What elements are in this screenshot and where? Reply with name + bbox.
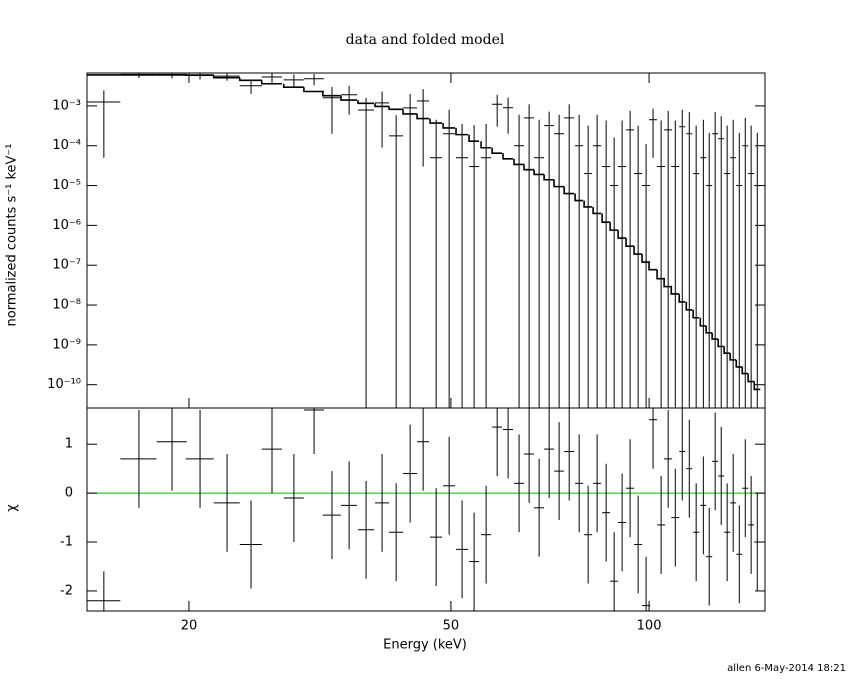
- y-tick-label: 10⁻³: [52, 98, 81, 113]
- model-step: [303, 87, 324, 93]
- model-step: [625, 238, 635, 248]
- top-frame: [86, 72, 766, 409]
- y2-tick-label: 1: [65, 437, 73, 452]
- y2-tick-label: 0: [65, 486, 73, 501]
- model-step: [416, 113, 430, 120]
- model-step: [747, 373, 755, 383]
- model-step: [480, 141, 492, 149]
- model-step: [648, 262, 658, 271]
- y-tick-label: 10⁻⁹: [52, 337, 81, 352]
- model-step: [563, 186, 575, 195]
- y-tick-label: 10⁻⁷: [52, 258, 81, 273]
- y-tick-label: 10⁻⁸: [52, 298, 81, 313]
- model-step: [641, 254, 651, 263]
- model-step: [609, 222, 619, 231]
- model-step: [711, 332, 719, 340]
- model-step: [491, 147, 503, 154]
- x-axis-label: Energy (keV): [383, 638, 467, 653]
- model-step: [442, 123, 456, 129]
- model-step: [502, 153, 514, 160]
- model-step: [282, 83, 304, 88]
- x-tick-label: 100: [637, 619, 662, 634]
- y2-tick-label: -2: [60, 583, 73, 598]
- model-step: [468, 134, 480, 142]
- y-tick-label: 10⁻⁵: [52, 178, 81, 193]
- model-step: [592, 206, 602, 215]
- model-step: [402, 109, 418, 115]
- model-step: [212, 75, 240, 79]
- model-step: [601, 213, 611, 224]
- bottom-plot: [87, 408, 765, 611]
- y-axis-label: normalized counts s⁻¹ keV⁻¹: [5, 144, 20, 327]
- model-step: [656, 269, 666, 280]
- model-step: [729, 353, 737, 361]
- y-tick-label: 10⁻¹⁰: [47, 377, 81, 392]
- model-step: [617, 230, 627, 239]
- model-step: [678, 293, 686, 303]
- model-step: [723, 346, 731, 354]
- chart-title: data and folded model: [346, 32, 505, 48]
- model-step: [685, 301, 693, 311]
- footer: allen 6-May-2014 18:21: [727, 663, 846, 674]
- model-step: [543, 174, 555, 181]
- model-step: [663, 278, 673, 288]
- model-step: [717, 339, 725, 348]
- model-step: [513, 158, 525, 166]
- y2-tick-label: -1: [60, 535, 73, 550]
- model-step: [321, 91, 341, 97]
- model-step: [357, 100, 374, 105]
- y-tick-label: 10⁻⁶: [52, 218, 81, 233]
- model-step: [692, 309, 700, 319]
- model-step: [238, 77, 262, 82]
- model-step: [260, 80, 282, 85]
- y-tick-label: 10⁻⁴: [52, 138, 81, 153]
- model-step: [735, 359, 743, 368]
- top-plot: [87, 73, 761, 408]
- bottom-frame: [86, 407, 766, 612]
- model-step: [705, 325, 713, 334]
- model-step: [553, 179, 565, 188]
- model-step: [374, 103, 389, 108]
- model-step: [699, 317, 707, 327]
- model-step: [741, 366, 749, 375]
- model-step: [753, 381, 761, 391]
- model-step: [455, 127, 469, 136]
- y2-axis-label: χ: [5, 504, 20, 512]
- model-step: [670, 286, 680, 295]
- model-step: [574, 193, 584, 202]
- model-step: [388, 106, 404, 111]
- model-step: [583, 200, 593, 208]
- model-step: [429, 118, 443, 124]
- model-step: [633, 246, 643, 255]
- model-step: [533, 169, 545, 176]
- model-step: [523, 164, 535, 171]
- model-step: [340, 95, 358, 101]
- x-tick-label: 50: [443, 619, 460, 634]
- x-tick-label: 20: [181, 619, 198, 634]
